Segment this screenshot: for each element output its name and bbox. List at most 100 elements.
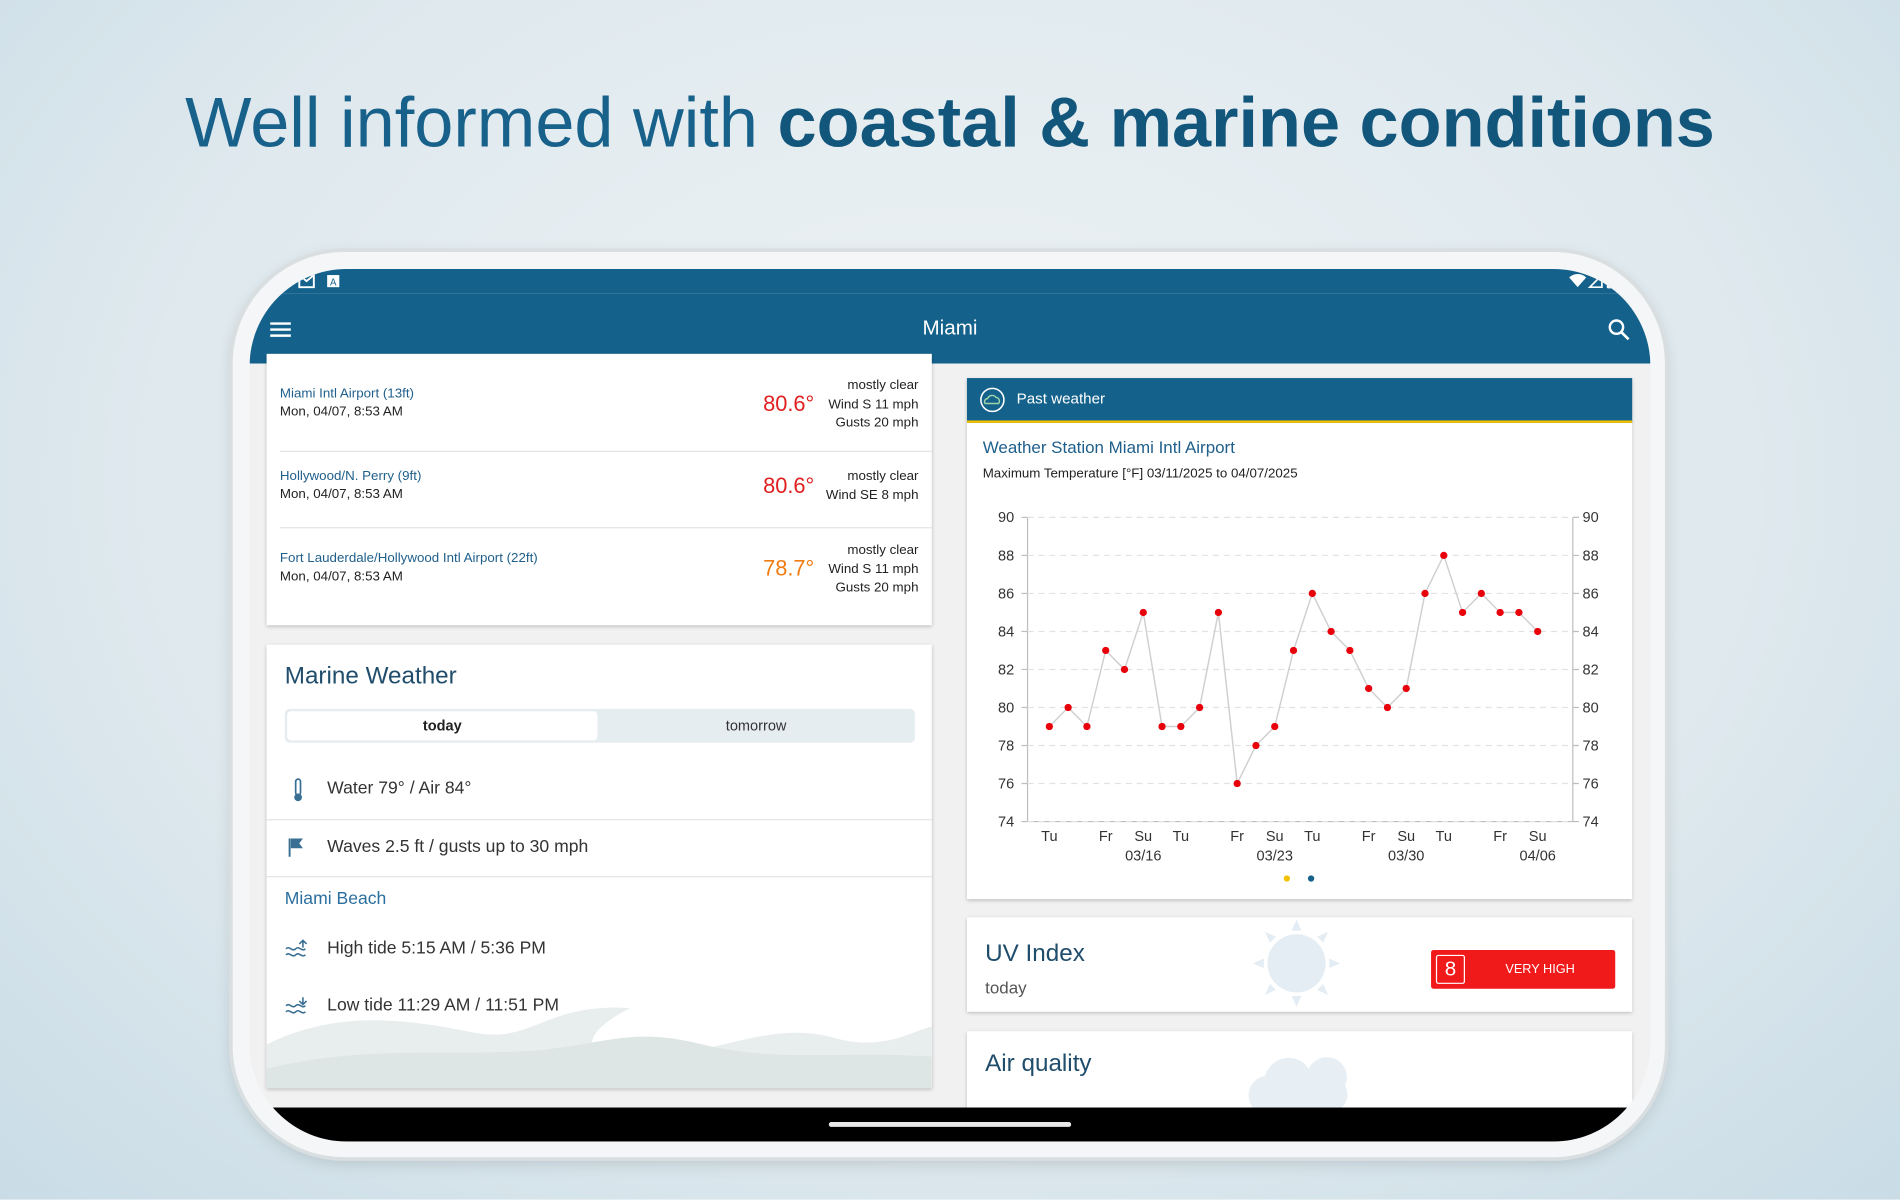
x-date-label: 03/30: [1388, 848, 1424, 864]
point: [1120, 665, 1129, 674]
y2-tick-label: 88: [1583, 548, 1599, 564]
x-tick-label: Fr: [1099, 829, 1113, 845]
y-tick-label: 78: [998, 738, 1014, 754]
point: [1534, 627, 1542, 636]
station-time: Mon, 04/07, 8:53 AM: [279, 404, 403, 420]
screen: 3:45 A Miami Miami Intl Airport (13ft) Mo…: [249, 269, 1651, 1142]
point: [1289, 646, 1298, 655]
x-tick-label: Tu: [1304, 829, 1320, 845]
status-bar: 3:45 A: [249, 269, 1651, 294]
y2-tick-label: 86: [1583, 586, 1599, 602]
station-name: Fort Lauderdale/Hollywood Intl Airport (…: [279, 551, 538, 566]
low-tide-icon: [285, 997, 308, 1014]
y2-tick-label: 84: [1583, 624, 1599, 640]
search-button[interactable]: [1607, 317, 1631, 341]
uv-badge: 8 VERY HIGH: [1431, 949, 1616, 989]
uv-value: 8: [1435, 954, 1465, 984]
y2-tick-label: 90: [1583, 510, 1599, 526]
station-condition: mostly clear: [847, 468, 919, 484]
status-right-icons: [1569, 273, 1615, 289]
station-name: Hollywood/N. Perry (9ft): [279, 468, 422, 484]
station-condition: Wind SE 8 mph: [825, 487, 919, 503]
waves-decoration: [266, 1007, 932, 1089]
point: [1458, 608, 1467, 617]
high-tide: High tide 5:15 AM / 5:36 PM: [327, 939, 546, 959]
point: [1383, 703, 1392, 712]
point: [1214, 608, 1223, 617]
y2-tick-label: 78: [1583, 738, 1599, 754]
station-condition: Gusts 20 mph: [835, 415, 919, 431]
point: [1233, 779, 1241, 788]
point: [1102, 646, 1110, 655]
station-time: Mon, 04/07, 8:53 AM: [279, 569, 403, 585]
station-condition: Gusts 20 mph: [835, 580, 919, 595]
past-weather-icon: [980, 387, 1005, 413]
point: [1515, 608, 1523, 617]
high-tide-icon: [285, 939, 308, 957]
tab-tomorrow[interactable]: tomorrow: [725, 717, 787, 735]
y-tick-label: 86: [998, 586, 1014, 602]
point: [1477, 589, 1485, 598]
nav-bar: [249, 1107, 1651, 1142]
tab-bar: today tomorrow: [284, 708, 915, 743]
thermometer-icon: [294, 778, 302, 802]
menu-button[interactable]: [269, 320, 293, 339]
point: [1421, 589, 1429, 598]
point: [1496, 608, 1504, 617]
tab-today[interactable]: today: [287, 711, 598, 741]
chart-title: Weather Station Miami Intl Airport: [983, 438, 1235, 457]
uv-title: UV Index: [985, 940, 1085, 967]
point: [1195, 703, 1204, 712]
divider: [266, 819, 932, 821]
x-tick-label: Su: [1266, 829, 1284, 845]
station-name: Miami Intl Airport (13ft): [279, 386, 414, 402]
page-dot[interactable]: [1283, 875, 1291, 882]
headline-light: Well informed with: [185, 83, 759, 163]
point: [1327, 627, 1335, 636]
page-dot[interactable]: [1307, 875, 1315, 882]
point: [1252, 741, 1260, 750]
x-tick-label: Fr: [1362, 829, 1376, 845]
point: [1440, 551, 1448, 560]
divider: [279, 527, 932, 529]
station-condition: Wind S 11 mph: [828, 396, 919, 412]
headline: Well informed with coastal & marine cond…: [0, 82, 1900, 163]
uv-level: VERY HIGH: [1505, 962, 1575, 977]
status-icons: A: [298, 274, 340, 288]
waves-icon: [288, 838, 303, 857]
station-condition: mostly clear: [847, 542, 919, 558]
y-tick-label: 84: [998, 624, 1014, 640]
y-tick-label: 90: [998, 510, 1014, 526]
station-temp: 80.6°: [763, 391, 815, 416]
cloud-decoration: [1248, 1057, 1348, 1110]
x-tick-label: Fr: [1493, 829, 1507, 845]
low-tide: Low tide 11:29 AM / 11:51 PM: [327, 996, 559, 1016]
home-indicator[interactable]: [828, 1122, 1072, 1127]
headline-bold: coastal & marine conditions: [777, 83, 1715, 163]
y2-tick-label: 82: [1583, 662, 1599, 678]
air-quality-title: Air quality: [985, 1050, 1092, 1078]
x-tick-label: Tu: [1436, 829, 1452, 845]
point: [1402, 684, 1410, 693]
y-tick-label: 80: [998, 700, 1014, 716]
divider: [279, 450, 932, 452]
card-header-title: Past weather: [1016, 390, 1106, 408]
marine-card: Marine Weather today tomorrow Water 79° …: [266, 644, 932, 1089]
x-date-label: 03/23: [1257, 848, 1293, 864]
point: [1139, 608, 1147, 617]
point: [1346, 646, 1354, 655]
x-date-label: 03/16: [1125, 848, 1161, 864]
point: [1308, 589, 1316, 598]
point: [1045, 722, 1053, 731]
station-condition: mostly clear: [847, 378, 919, 393]
past-weather-card: Past weather Weather Station Miami Intl …: [966, 378, 1633, 900]
x-tick-label: Su: [1529, 829, 1547, 845]
stations-card: Miami Intl Airport (13ft) Mon, 04/07, 8:5…: [266, 353, 932, 626]
divider: [266, 876, 932, 878]
y-tick-label: 82: [998, 662, 1014, 678]
point: [1177, 722, 1185, 731]
waves: Waves 2.5 ft / gusts up to 30 mph: [327, 837, 589, 857]
card-header: Past weather: [966, 378, 1633, 423]
y2-tick-label: 76: [1583, 776, 1599, 792]
